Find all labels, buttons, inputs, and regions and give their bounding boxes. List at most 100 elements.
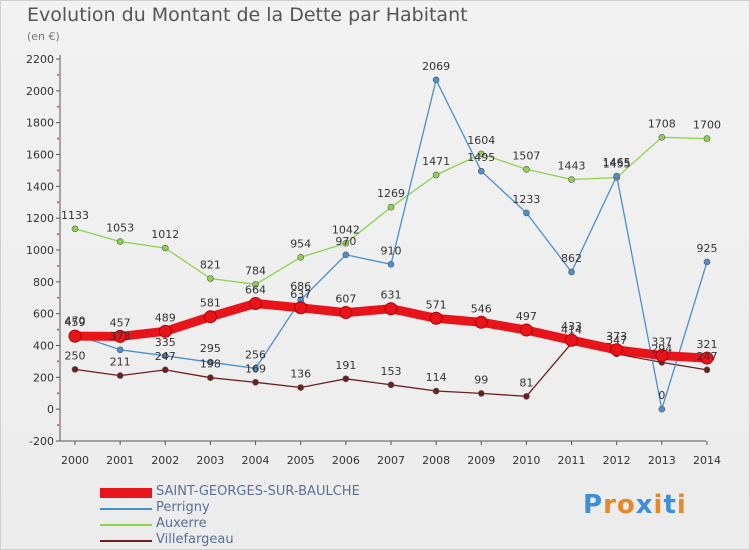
data-point	[477, 150, 485, 158]
data-label: 295	[200, 342, 221, 355]
logo-letter: i	[676, 490, 687, 520]
legend-label-saint-georges: SAINT-GEORGES-SUR-BAULCHE	[156, 484, 360, 499]
y-minor-tick	[57, 392, 59, 395]
data-point	[158, 324, 172, 338]
data-point	[342, 240, 350, 247]
data-label: 1443	[558, 159, 586, 172]
y-tick-label: 1400	[26, 180, 54, 193]
proxiti-logo: Proxiti	[583, 490, 687, 520]
data-label: 1708	[648, 117, 676, 130]
legend-swatch-villefargeau	[100, 540, 152, 542]
x-tick-label: 2002	[151, 454, 179, 467]
y-minor-tick	[57, 105, 59, 108]
data-label: 414	[561, 323, 582, 336]
data-point	[297, 254, 305, 261]
y-minor-tick	[57, 137, 59, 140]
y-tick-label: 400	[33, 340, 54, 353]
x-tick-label: 2006	[332, 454, 360, 467]
data-point	[565, 333, 579, 347]
data-point	[523, 166, 530, 173]
data-label: 114	[426, 371, 447, 384]
data-point	[161, 244, 169, 252]
data-point	[71, 366, 79, 373]
data-label: 1012	[151, 228, 179, 241]
data-point	[203, 310, 217, 324]
y-tick-label: 1200	[26, 212, 54, 225]
data-label: 457	[110, 316, 131, 329]
data-label: 81	[519, 376, 533, 389]
data-point	[207, 358, 214, 366]
x-tick-label: 2011	[558, 454, 586, 467]
data-label: 784	[245, 264, 266, 277]
data-label: 571	[426, 298, 447, 311]
data-label: 821	[200, 258, 221, 271]
data-point	[113, 329, 127, 343]
data-point	[658, 405, 666, 413]
data-label: 489	[155, 311, 176, 324]
y-minor-tick	[57, 201, 59, 204]
y-minor-tick	[57, 328, 59, 331]
chart-title: Evolution du Montant de la Dette par Hab…	[27, 4, 468, 26]
data-point	[116, 346, 124, 354]
data-label: 433	[561, 320, 582, 333]
data-label: 321	[696, 338, 717, 351]
data-point	[71, 225, 79, 233]
data-point	[294, 301, 308, 315]
data-label: 686	[290, 280, 311, 293]
logo-letter: i	[653, 490, 664, 520]
data-point	[252, 378, 259, 386]
data-label: 247	[155, 350, 176, 363]
y-minor-tick	[57, 73, 59, 76]
data-label: 925	[696, 242, 717, 255]
y-tick-label: 800	[33, 276, 54, 289]
data-label: 546	[471, 302, 492, 315]
y-minor-tick	[57, 169, 59, 172]
y-tick-label: -200	[29, 435, 54, 448]
legend-label-perrigny: Perrigny	[156, 500, 210, 515]
y-minor-tick	[57, 233, 59, 236]
data-label: 2069	[422, 60, 450, 73]
data-point	[568, 176, 575, 183]
x-tick-label: 2007	[377, 454, 405, 467]
y-tick-label: 1800	[26, 117, 54, 130]
data-label: 373	[110, 330, 131, 343]
data-label: 607	[335, 293, 356, 306]
data-label: 0	[658, 389, 665, 402]
data-label: 459	[65, 316, 86, 329]
y-tick-label: 0	[47, 403, 54, 416]
logo-letter: P	[583, 490, 604, 520]
data-label: 910	[380, 244, 401, 257]
data-point	[610, 343, 624, 357]
data-point	[249, 296, 263, 310]
y-minor-tick	[57, 424, 59, 427]
data-point	[342, 251, 350, 259]
x-tick-label: 2014	[693, 454, 721, 467]
data-point	[387, 203, 395, 211]
legend-label-villefargeau: Villefargeau	[156, 532, 234, 547]
data-point	[474, 315, 488, 329]
data-label: 1053	[106, 222, 134, 235]
x-tick-label: 2000	[61, 454, 89, 467]
legend-swatch-saint-georges	[100, 488, 152, 498]
logo-letter: r	[603, 490, 617, 520]
data-label: 1465	[603, 156, 631, 169]
y-minor-tick	[57, 360, 59, 363]
data-point	[387, 381, 395, 389]
data-label: 497	[516, 310, 537, 323]
y-tick-label: 200	[33, 371, 54, 384]
data-point	[68, 329, 82, 343]
legend-swatch-perrigny	[100, 508, 152, 510]
data-point	[432, 76, 440, 84]
data-point	[252, 365, 259, 372]
x-tick-label: 2008	[422, 454, 450, 467]
data-label: 347	[606, 334, 627, 347]
data-point	[523, 392, 530, 400]
data-point	[432, 387, 440, 395]
y-tick-label: 600	[33, 308, 54, 321]
legend-swatch-auxerre	[100, 524, 152, 526]
data-label: 1133	[61, 209, 89, 222]
x-tick-label: 2013	[648, 454, 676, 467]
data-point	[116, 372, 124, 379]
x-tick-label: 2010	[512, 454, 540, 467]
y-minor-tick	[57, 296, 59, 299]
